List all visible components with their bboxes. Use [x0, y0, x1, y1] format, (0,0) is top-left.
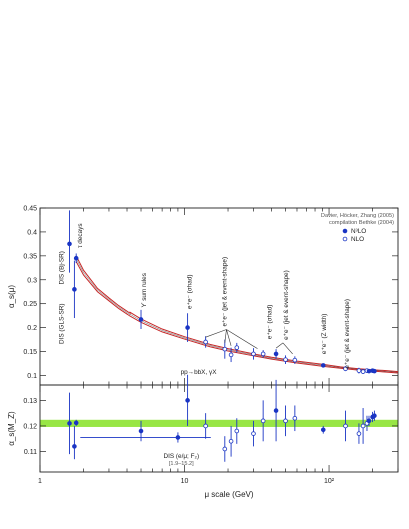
- data-point: [73, 255, 79, 261]
- data-point: [320, 363, 326, 368]
- measurement-label: e⁺e⁻ (jet & event-shape): [221, 257, 228, 327]
- data-point: [67, 421, 72, 426]
- y-tick-label: 0.11: [24, 449, 37, 456]
- y-tick-label: 0.4: [27, 229, 37, 236]
- y-tick-label: 0.1: [27, 373, 37, 380]
- y-tick-label: 0.3: [27, 277, 37, 284]
- y-tick-label: 0.13: [23, 398, 37, 405]
- data-point: [138, 428, 144, 434]
- data-point: [260, 351, 266, 357]
- annotation-arrow: [205, 329, 227, 338]
- data-point: [356, 431, 362, 436]
- data-point: [222, 446, 228, 452]
- measurement-label: e⁺e⁻ (Z width): [321, 314, 328, 355]
- credit-line: Davier, Höcker, Zhang (2005): [321, 213, 394, 219]
- data-point: [67, 241, 72, 247]
- data-point: [175, 435, 181, 440]
- x-tick-label: 1: [38, 478, 42, 485]
- data-point: [372, 413, 377, 419]
- measurement-label: e⁺e⁻ (jet & event-shape): [344, 299, 351, 369]
- data-point: [234, 428, 240, 434]
- data-point: [292, 415, 298, 421]
- legend-marker: [342, 236, 348, 242]
- data-point: [185, 325, 190, 330]
- data-point: [251, 351, 256, 357]
- legend-label: NLO: [351, 236, 364, 243]
- x-axis-label: μ scale (GeV): [204, 490, 253, 499]
- y-tick-label: 0.2: [27, 325, 37, 332]
- data-point: [273, 351, 279, 357]
- x-tick-label: 10: [181, 478, 189, 485]
- data-point: [360, 369, 366, 374]
- measurement-label: DIS (GLS-SR): [58, 304, 65, 344]
- y-tick-label: 0.15: [23, 349, 37, 356]
- annotation-arrow: [282, 342, 293, 355]
- credit-line: compilation Bethke (2004): [329, 220, 394, 226]
- measurement-label: pp→bbX, γX: [181, 369, 218, 376]
- measurement-label: e⁺e⁻ (jet & event-shape): [283, 270, 290, 340]
- measurement-label: e⁺e⁻ (σhad): [267, 305, 274, 340]
- data-point: [185, 398, 190, 403]
- running-band-lower: [75, 261, 399, 374]
- data-point: [72, 287, 77, 292]
- data-point: [283, 418, 288, 424]
- data-point: [260, 418, 266, 424]
- data-point: [356, 368, 362, 373]
- legend-marker: [342, 228, 348, 234]
- data-point: [273, 408, 279, 413]
- data-point: [138, 317, 144, 322]
- data-point: [203, 339, 208, 345]
- data-point: [320, 427, 326, 433]
- running-band-center: [76, 258, 399, 373]
- annotation-arrow: [224, 329, 227, 343]
- measurement-label: τ decays: [77, 223, 84, 248]
- top-y-axis-label: α_s(μ): [7, 285, 16, 308]
- data-point: [72, 444, 77, 449]
- data-point: [283, 357, 288, 362]
- annotation-arrow: [275, 342, 284, 349]
- dis-label: DIS (e/μ; F₂): [163, 453, 199, 460]
- measurement-label: e⁺e⁻ (σhad): [187, 274, 194, 309]
- y-tick-label: 0.25: [23, 301, 37, 308]
- data-point: [222, 346, 228, 352]
- annotation-arrows: [205, 329, 293, 355]
- data-point: [292, 357, 298, 363]
- x-tick-label: 10²: [324, 478, 335, 485]
- data-point: [73, 420, 79, 426]
- bottom-y-axis-label: α_s(M_Z): [7, 411, 16, 446]
- bottom-plot-frame: [39, 384, 399, 473]
- dis-range-label: [1.9–15.2]: [169, 461, 194, 467]
- data-point: [228, 438, 234, 444]
- y-tick-label: 0.35: [23, 253, 37, 260]
- annotation-arrow: [226, 329, 258, 349]
- data-point: [360, 423, 366, 429]
- bottom-panel: 1 10 10² 0.11 0.12 0.13 α_s(M_Z) μ scale (GeV) D…: [7, 374, 399, 499]
- data-point: [343, 423, 348, 429]
- measurement-label: DIS (Bj-SR): [58, 251, 65, 284]
- data-point: [372, 368, 377, 374]
- running-band-upper: [75, 255, 399, 373]
- data-point: [203, 423, 208, 429]
- data-point: [343, 366, 348, 372]
- data-point: [366, 418, 372, 424]
- top-panel: 0.1 0.15 0.2 0.25 0.3 0.35 0.4 0.45 α_s(μ) Davier…: [7, 206, 399, 386]
- data-point: [234, 345, 240, 350]
- data-point: [251, 431, 256, 436]
- measurement-label: ϒ sum rules: [141, 273, 148, 307]
- world-average-band: [40, 419, 398, 427]
- y-tick-label: 0.45: [23, 206, 37, 213]
- data-point: [228, 352, 234, 358]
- annotation-arrow: [226, 329, 232, 346]
- legend-label: N³LO: [351, 228, 366, 235]
- y-tick-label: 0.12: [23, 423, 37, 430]
